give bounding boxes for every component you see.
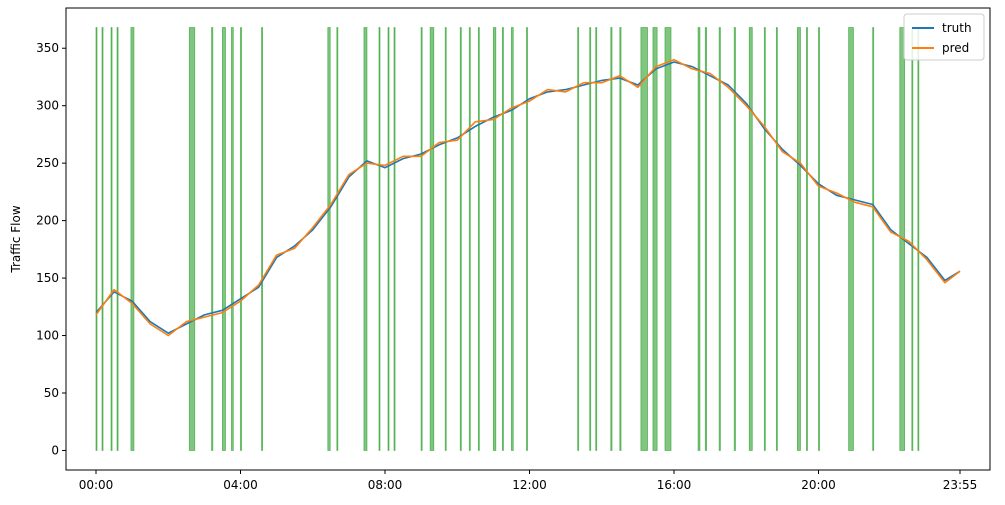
highlight-band — [502, 27, 504, 451]
y-tick-label: 0 — [51, 443, 59, 457]
highlight-band — [393, 27, 396, 451]
highlight-band — [763, 27, 766, 451]
highlight-band — [595, 27, 598, 451]
legend: truth pred — [903, 13, 985, 61]
highlight-band — [818, 27, 820, 451]
highlight-band — [363, 27, 368, 451]
y-tick-label: 200 — [36, 214, 59, 228]
y-tick-label: 50 — [44, 386, 59, 400]
x-tick-label: 20:00 — [801, 478, 836, 492]
highlight-band — [95, 27, 98, 451]
highlight-band — [222, 27, 226, 451]
highlight-band — [116, 27, 119, 451]
highlight-band — [640, 27, 648, 451]
highlight-band — [718, 27, 721, 451]
plot-frame — [65, 7, 991, 471]
y-tick-label: 300 — [36, 99, 59, 113]
series-line-pred — [95, 58, 961, 337]
highlight-band — [577, 27, 580, 451]
legend-label-pred: pred — [942, 41, 969, 55]
highlight-band — [848, 27, 854, 451]
highlight-band — [492, 27, 497, 451]
highlight-band — [459, 27, 462, 451]
highlight-band — [378, 27, 381, 451]
highlight-band — [704, 27, 707, 451]
highlight-band — [872, 27, 875, 451]
highlight-band — [261, 27, 263, 451]
highlight-band — [775, 27, 778, 451]
highlight-band — [526, 27, 528, 451]
y-axis: 0 50 100 150 200 250 300 350 — [36, 41, 66, 457]
y-tick-label: 150 — [36, 271, 59, 285]
highlight-bands — [95, 27, 920, 451]
highlight-band — [697, 27, 701, 451]
highlight-band — [589, 27, 592, 451]
highlight-band — [806, 27, 808, 451]
highlight-band — [327, 27, 331, 451]
highlight-band — [101, 27, 104, 451]
highlight-band — [444, 27, 447, 451]
highlight-band — [336, 27, 339, 451]
x-tick-label: 12:00 — [512, 478, 547, 492]
highlight-band — [652, 27, 658, 451]
legend-label-truth: truth — [942, 21, 972, 35]
highlight-band — [240, 27, 242, 451]
y-axis-label: Traffic Flow — [9, 205, 23, 273]
highlight-band — [231, 27, 234, 451]
y-tick-label: 250 — [36, 156, 59, 170]
highlight-band — [911, 27, 914, 451]
highlight-band — [477, 27, 480, 451]
y-tick-label: 100 — [36, 329, 59, 343]
highlight-band — [420, 27, 423, 451]
series-lines — [95, 58, 961, 337]
highlight-band — [748, 27, 753, 451]
highlight-band — [429, 27, 435, 451]
x-tick-label: 23:55 — [943, 478, 978, 492]
highlight-band — [917, 27, 920, 451]
highlight-band — [211, 27, 214, 451]
highlight-band — [619, 27, 622, 451]
highlight-band — [468, 27, 471, 451]
highlight-band — [511, 27, 514, 451]
x-axis: 00:00 04:00 08:00 12:00 16:00 20:00 23:55 — [79, 470, 978, 492]
highlight-band — [387, 27, 390, 451]
highlight-band — [733, 27, 736, 451]
highlight-band — [664, 27, 672, 451]
x-tick-label: 00:00 — [79, 478, 114, 492]
x-tick-label: 04:00 — [223, 478, 258, 492]
highlight-band — [110, 27, 113, 451]
x-tick-label: 08:00 — [368, 478, 403, 492]
highlight-band — [188, 27, 196, 451]
y-tick-label: 350 — [36, 41, 59, 55]
series-line-truth — [95, 61, 961, 335]
highlight-band — [610, 27, 613, 451]
x-tick-label: 16:00 — [657, 478, 692, 492]
highlight-band — [797, 27, 801, 451]
highlight-band — [130, 27, 135, 451]
